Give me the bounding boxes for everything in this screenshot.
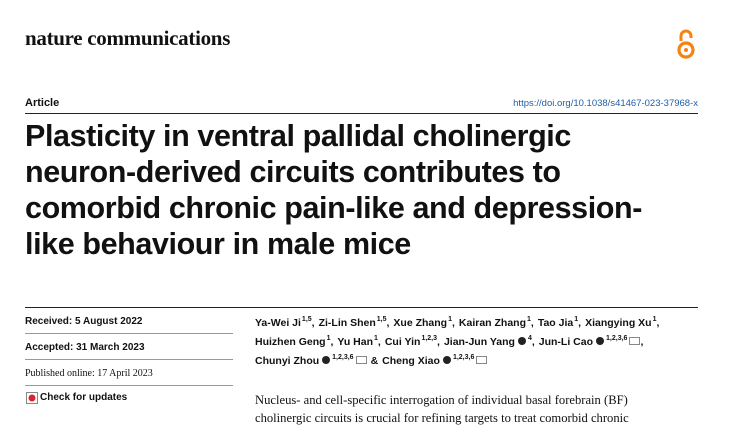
- separator: ,: [330, 336, 334, 348]
- author-name: Chunyi Zhou: [255, 355, 320, 367]
- author-name: Jian-Jun Yang: [443, 336, 515, 348]
- affiliation: 1: [374, 335, 378, 342]
- author-conjunction: &: [370, 355, 379, 367]
- orcid-icon[interactable]: [442, 356, 451, 364]
- published-date: Published online: 17 April 2023: [25, 368, 153, 379]
- separator: ,: [311, 317, 315, 329]
- email-icon[interactable]: [476, 356, 488, 364]
- separator: ,: [531, 336, 535, 348]
- affiliation: 1: [326, 335, 331, 342]
- date-rule: [25, 333, 233, 334]
- author-name: Zi-Lin Shen: [318, 317, 376, 329]
- author-name: Cheng Xiao: [382, 355, 440, 367]
- author-line: Ya-Wei Ji1,5, Zi-Lin Shen1,5, Xue Zhang1, K…: [255, 312, 659, 331]
- received-date: Received: 5 August 2022: [25, 316, 143, 327]
- separator: ,: [640, 336, 644, 348]
- email-icon[interactable]: [629, 337, 641, 345]
- orcid-icon[interactable]: [322, 356, 331, 364]
- affiliation: 1,5: [301, 316, 312, 323]
- affiliation: 1,2,3: [421, 335, 438, 342]
- affiliation: 1: [574, 316, 579, 323]
- affiliation: 4: [527, 335, 532, 342]
- title-line: comorbid chronic pain-like and depressio…: [25, 191, 643, 225]
- title-line: neuron-derived circuits contributes to: [25, 155, 561, 189]
- separator: ,: [530, 317, 534, 329]
- affiliation: 1,5: [376, 316, 387, 323]
- affiliation: 1: [652, 316, 657, 323]
- author-line: Huizhen Geng1, Yu Han1, Cui Yin1,2,3, Jian-…: [255, 331, 659, 350]
- separator: ,: [386, 317, 390, 329]
- header-rule: [25, 113, 698, 114]
- article-title: Plasticity in ventral pallidal cholinerg…: [25, 118, 642, 262]
- abstract-line: cholinergic circuits is crucial for refi…: [255, 411, 629, 425]
- email-icon[interactable]: [355, 356, 367, 364]
- separator: ,: [656, 317, 660, 329]
- check-updates[interactable]: Check for updates: [40, 392, 128, 403]
- author-name: Cui Yin: [384, 336, 421, 348]
- separator: ,: [437, 336, 440, 348]
- author-list: Ya-Wei Ji1,5, Zi-Lin Shen1,5, Xue Zhang1, K…: [255, 312, 659, 369]
- check-updates-icon[interactable]: [26, 392, 38, 404]
- author-line: Chunyi Zhou 1,2,3,6 & Cheng Xiao 1,2,3,6: [255, 350, 659, 369]
- author-name: Kairan Zhang: [458, 317, 526, 329]
- affiliation: 1,2,3,6: [606, 335, 628, 342]
- author-name: Huizhen Geng: [255, 336, 326, 348]
- separator: ,: [451, 317, 455, 329]
- date-rule: [25, 385, 233, 386]
- doi-link[interactable]: https://doi.org/10.1038/s41467-023-37968…: [513, 98, 698, 109]
- separator: ,: [377, 336, 381, 348]
- date-rule: [25, 359, 233, 360]
- author-name: Xiangying Xu: [585, 317, 652, 329]
- title-line: Plasticity in ventral pallidal cholinerg…: [25, 119, 571, 153]
- section-rule: [25, 307, 698, 308]
- orcid-icon[interactable]: [596, 337, 605, 345]
- accepted-date: Accepted: 31 March 2023: [25, 342, 145, 353]
- author-name: Tao Jia: [537, 317, 574, 329]
- author-name: Xue Zhang: [393, 317, 448, 329]
- affiliation: 1: [448, 316, 452, 323]
- orcid-icon[interactable]: [517, 337, 526, 345]
- affiliation: 1,2,3,6: [452, 354, 475, 361]
- affiliation: 1: [527, 316, 531, 323]
- article-type: Article: [25, 97, 60, 109]
- open-access-icon: [677, 29, 695, 59]
- author-name: Yu Han: [337, 336, 374, 348]
- author-name: Ya-Wei Ji: [255, 317, 301, 329]
- title-line: like behaviour in male mice: [25, 227, 411, 261]
- author-name: Jun-Li Cao: [538, 336, 594, 348]
- separator: ,: [578, 317, 582, 329]
- affiliation: 1,2,3,6: [332, 354, 354, 361]
- journal-name: nature communications: [25, 26, 231, 50]
- abstract-line: Nucleus- and cell-specific interrogation…: [255, 393, 628, 407]
